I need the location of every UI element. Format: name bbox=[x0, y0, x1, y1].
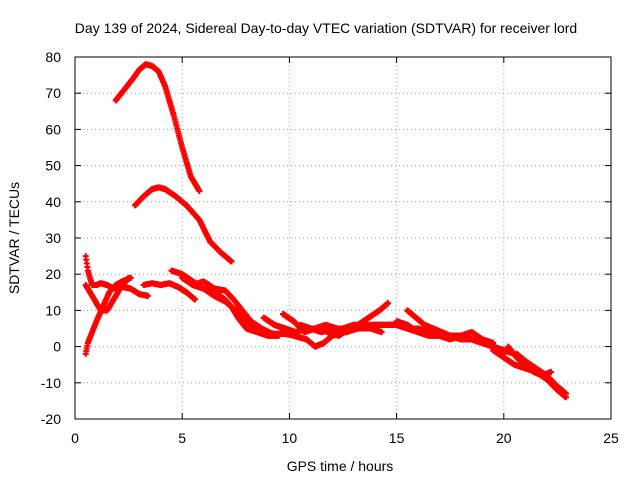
data-point bbox=[192, 296, 199, 303]
data-point bbox=[228, 258, 235, 265]
axis-ticks bbox=[74, 56, 612, 420]
y-tick-label: 40 bbox=[45, 194, 61, 210]
data-point bbox=[547, 368, 554, 375]
series-track-descent-c bbox=[189, 278, 299, 339]
x-tick-label: 25 bbox=[603, 430, 619, 446]
x-tick-label: 20 bbox=[496, 430, 512, 446]
y-tick-label: 70 bbox=[45, 85, 61, 101]
y-axis-label: SDTVAR / TECUs bbox=[6, 182, 22, 294]
series-track-late-c bbox=[447, 332, 518, 357]
data-point bbox=[196, 187, 203, 194]
y-tick-label: -10 bbox=[41, 375, 61, 391]
data-point bbox=[385, 300, 392, 307]
y-tick-label: 60 bbox=[45, 121, 61, 137]
series-track-hump bbox=[140, 280, 199, 303]
grid-lines bbox=[75, 57, 611, 419]
series-track-tail-a bbox=[490, 347, 569, 401]
series-track-early-dip bbox=[82, 274, 132, 314]
series-track-mid-peak bbox=[132, 184, 235, 265]
series-track-high-peak bbox=[112, 61, 203, 194]
y-tick-label: 20 bbox=[45, 266, 61, 282]
x-tick-label: 15 bbox=[389, 430, 405, 446]
y-tick-label: 80 bbox=[45, 49, 61, 65]
series-track-tail-c bbox=[513, 350, 569, 397]
x-axis-label: GPS time / hours bbox=[287, 458, 394, 474]
data-points bbox=[82, 61, 569, 401]
y-tick-label: -20 bbox=[41, 411, 61, 427]
y-tick-label: 0 bbox=[53, 339, 61, 355]
data-point bbox=[125, 274, 132, 281]
y-tick-label: 50 bbox=[45, 158, 61, 174]
x-tick-label: 10 bbox=[282, 430, 298, 446]
y-tick-label: 30 bbox=[45, 230, 61, 246]
y-tick-label: 10 bbox=[45, 302, 61, 318]
x-tick-label: 5 bbox=[178, 430, 186, 446]
x-tick-label: 0 bbox=[71, 430, 79, 446]
series-track-mid-low bbox=[277, 325, 385, 350]
data-point bbox=[144, 292, 151, 299]
data-point bbox=[378, 329, 385, 336]
chart-title: Day 139 of 2024, Sidereal Day-to-day VTE… bbox=[75, 20, 577, 36]
y-tick-labels: -20 -10 0 10 20 30 40 50 60 70 80 bbox=[41, 49, 61, 427]
data-point bbox=[562, 390, 569, 397]
x-tick-labels: 0 5 10 15 20 25 bbox=[71, 430, 619, 446]
